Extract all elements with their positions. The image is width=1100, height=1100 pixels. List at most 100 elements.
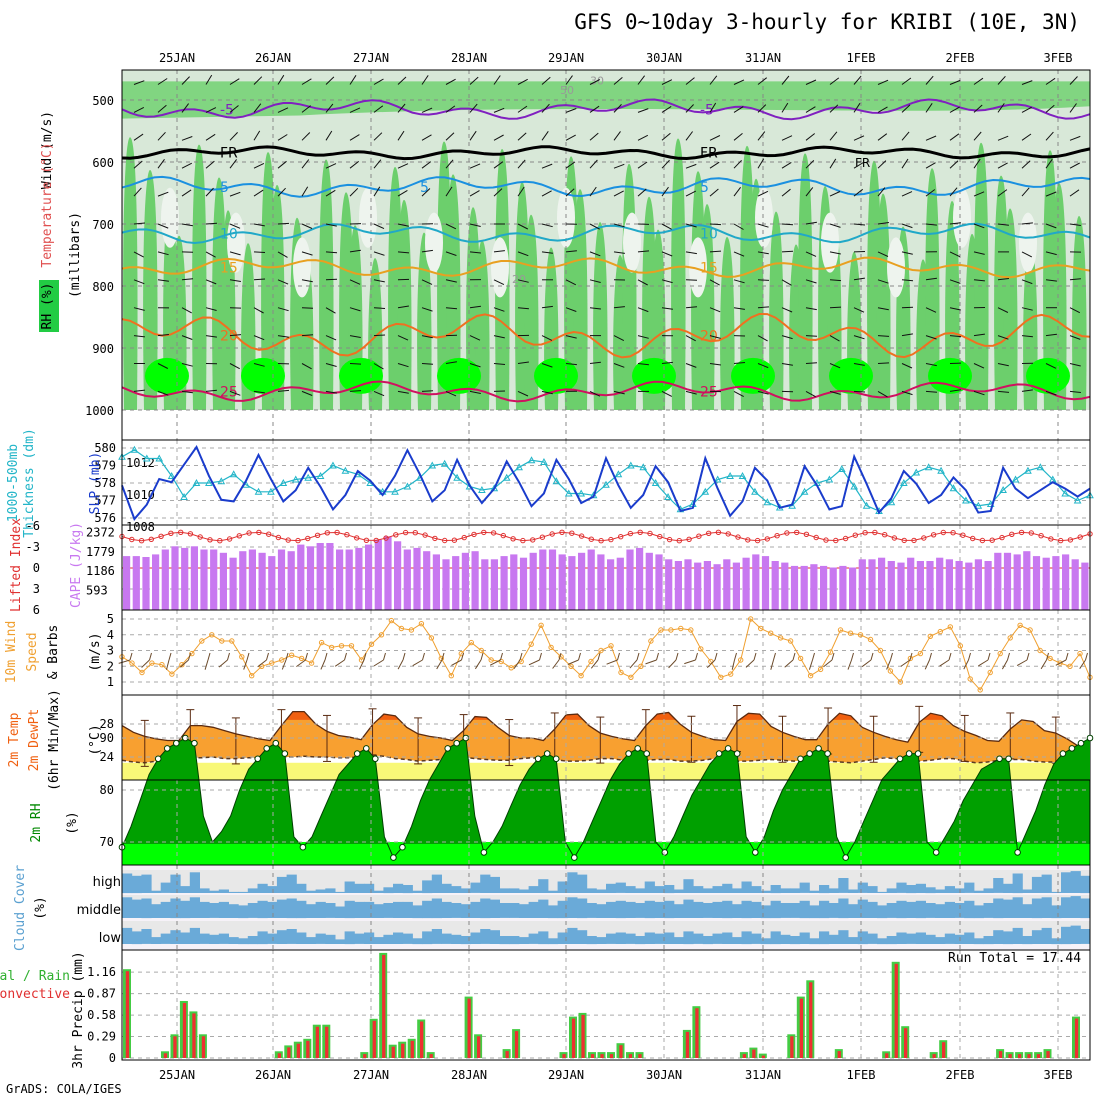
wind-speed-point [298,655,305,662]
wind-barb [229,105,239,113]
wind-barb [661,105,672,113]
thickness-point [664,492,672,500]
contour-label: 20 [700,329,718,345]
thickness-point [217,477,226,485]
wind-barb [973,104,983,113]
cape-bar [984,561,992,610]
wind-barb [565,335,577,339]
wind-speed-point [598,647,604,654]
wind-speed-point [199,638,205,644]
cloud-cell [867,933,878,944]
wind-speed-point [179,662,185,668]
wind-barb [877,307,889,311]
wind-barb [253,162,265,169]
contour-label: FR [700,146,718,162]
wind-barb [205,187,214,197]
wind-barb [565,188,575,197]
rh-point [154,755,162,763]
date-label-bottom: 30JAN [646,1068,682,1082]
minmax-axis-label: (6hr Min/Max) [47,689,62,791]
cloud-cell [335,891,346,893]
wind-barb [877,335,890,337]
cloud-cell [944,901,955,918]
wind-barb [493,134,504,141]
wind-barb [567,659,579,665]
li-point [872,529,878,536]
wind-barb [157,251,169,256]
cape-bar [781,562,789,610]
wind-barb [349,335,361,338]
wind-barb [1045,131,1054,141]
cloud-cell [141,874,152,893]
wind-barb [589,390,601,397]
li-point [921,535,927,541]
wind-barb [829,223,841,228]
cape-bar [384,536,392,610]
wind-barb [1069,363,1081,367]
rh-streak [524,214,539,410]
wind-barb [949,79,961,85]
wind-barb [637,108,649,113]
precip-convective-bar [173,1036,177,1058]
cape-bar [723,559,731,610]
wind-barb [243,659,248,670]
date-label-top: 29JAN [548,51,584,65]
wind-barb [565,108,577,113]
cloud-cell [809,938,820,945]
rh-point [896,755,904,763]
cloud-cell [257,900,268,919]
rh-streak [876,193,891,410]
wind-barb [613,104,622,113]
precip-convective-bar [799,998,803,1058]
cloud-cell [877,905,888,919]
contour-label: 25 [700,384,718,400]
cloud-cell [557,881,568,893]
temp-unit-label: (°C) [88,724,103,755]
cape-bar [558,554,566,610]
wind-barb [325,390,337,394]
cloud-cell [993,898,1004,919]
cloud-cell [915,932,926,944]
cloud-cell [722,900,733,919]
wind-barb [685,223,697,228]
wind-barb [205,107,217,113]
wind-barb [589,105,600,113]
cape-bar [461,552,469,610]
wind-barb [757,190,769,197]
wind-barb [229,223,241,229]
wind-tick-label: 2 [107,659,114,673]
wind-barb [253,103,262,113]
wind-barb [469,335,481,341]
cape-bar [713,564,721,610]
wind-barb [589,361,601,364]
thickness-point [577,489,586,497]
cloud-cell [596,904,607,918]
cloud-cell [344,900,355,919]
cloud-cell [848,889,859,893]
cloud-cell [606,933,617,944]
wind-tick-label: 3 [107,644,114,658]
contour-label: 10 [700,226,718,242]
cloud-cell [431,898,442,919]
wind-barb [541,163,553,169]
wind-barb [325,363,337,367]
cloud-cell [1041,927,1052,944]
wind-barb [949,279,961,284]
cloud-cell [131,875,142,894]
cloud-cell [247,903,258,918]
slp-tick-label: 1010 [126,488,155,502]
li-tick-label: 3 [33,582,40,596]
wind-speed-point [787,638,794,644]
cloud-cell [654,901,665,918]
wind-speed-point [608,643,614,649]
wind-speed-point [159,662,165,668]
cape-bar [403,549,411,610]
precip-convective-bar [1046,1051,1050,1058]
wind-barb [1069,135,1081,141]
li-point [539,534,546,540]
wind-barb-flag [519,652,523,661]
wind-barb [541,223,553,228]
contour-label: 25 [220,384,238,400]
precip-convective-bar [1074,1018,1079,1058]
wind-barb [853,162,864,169]
